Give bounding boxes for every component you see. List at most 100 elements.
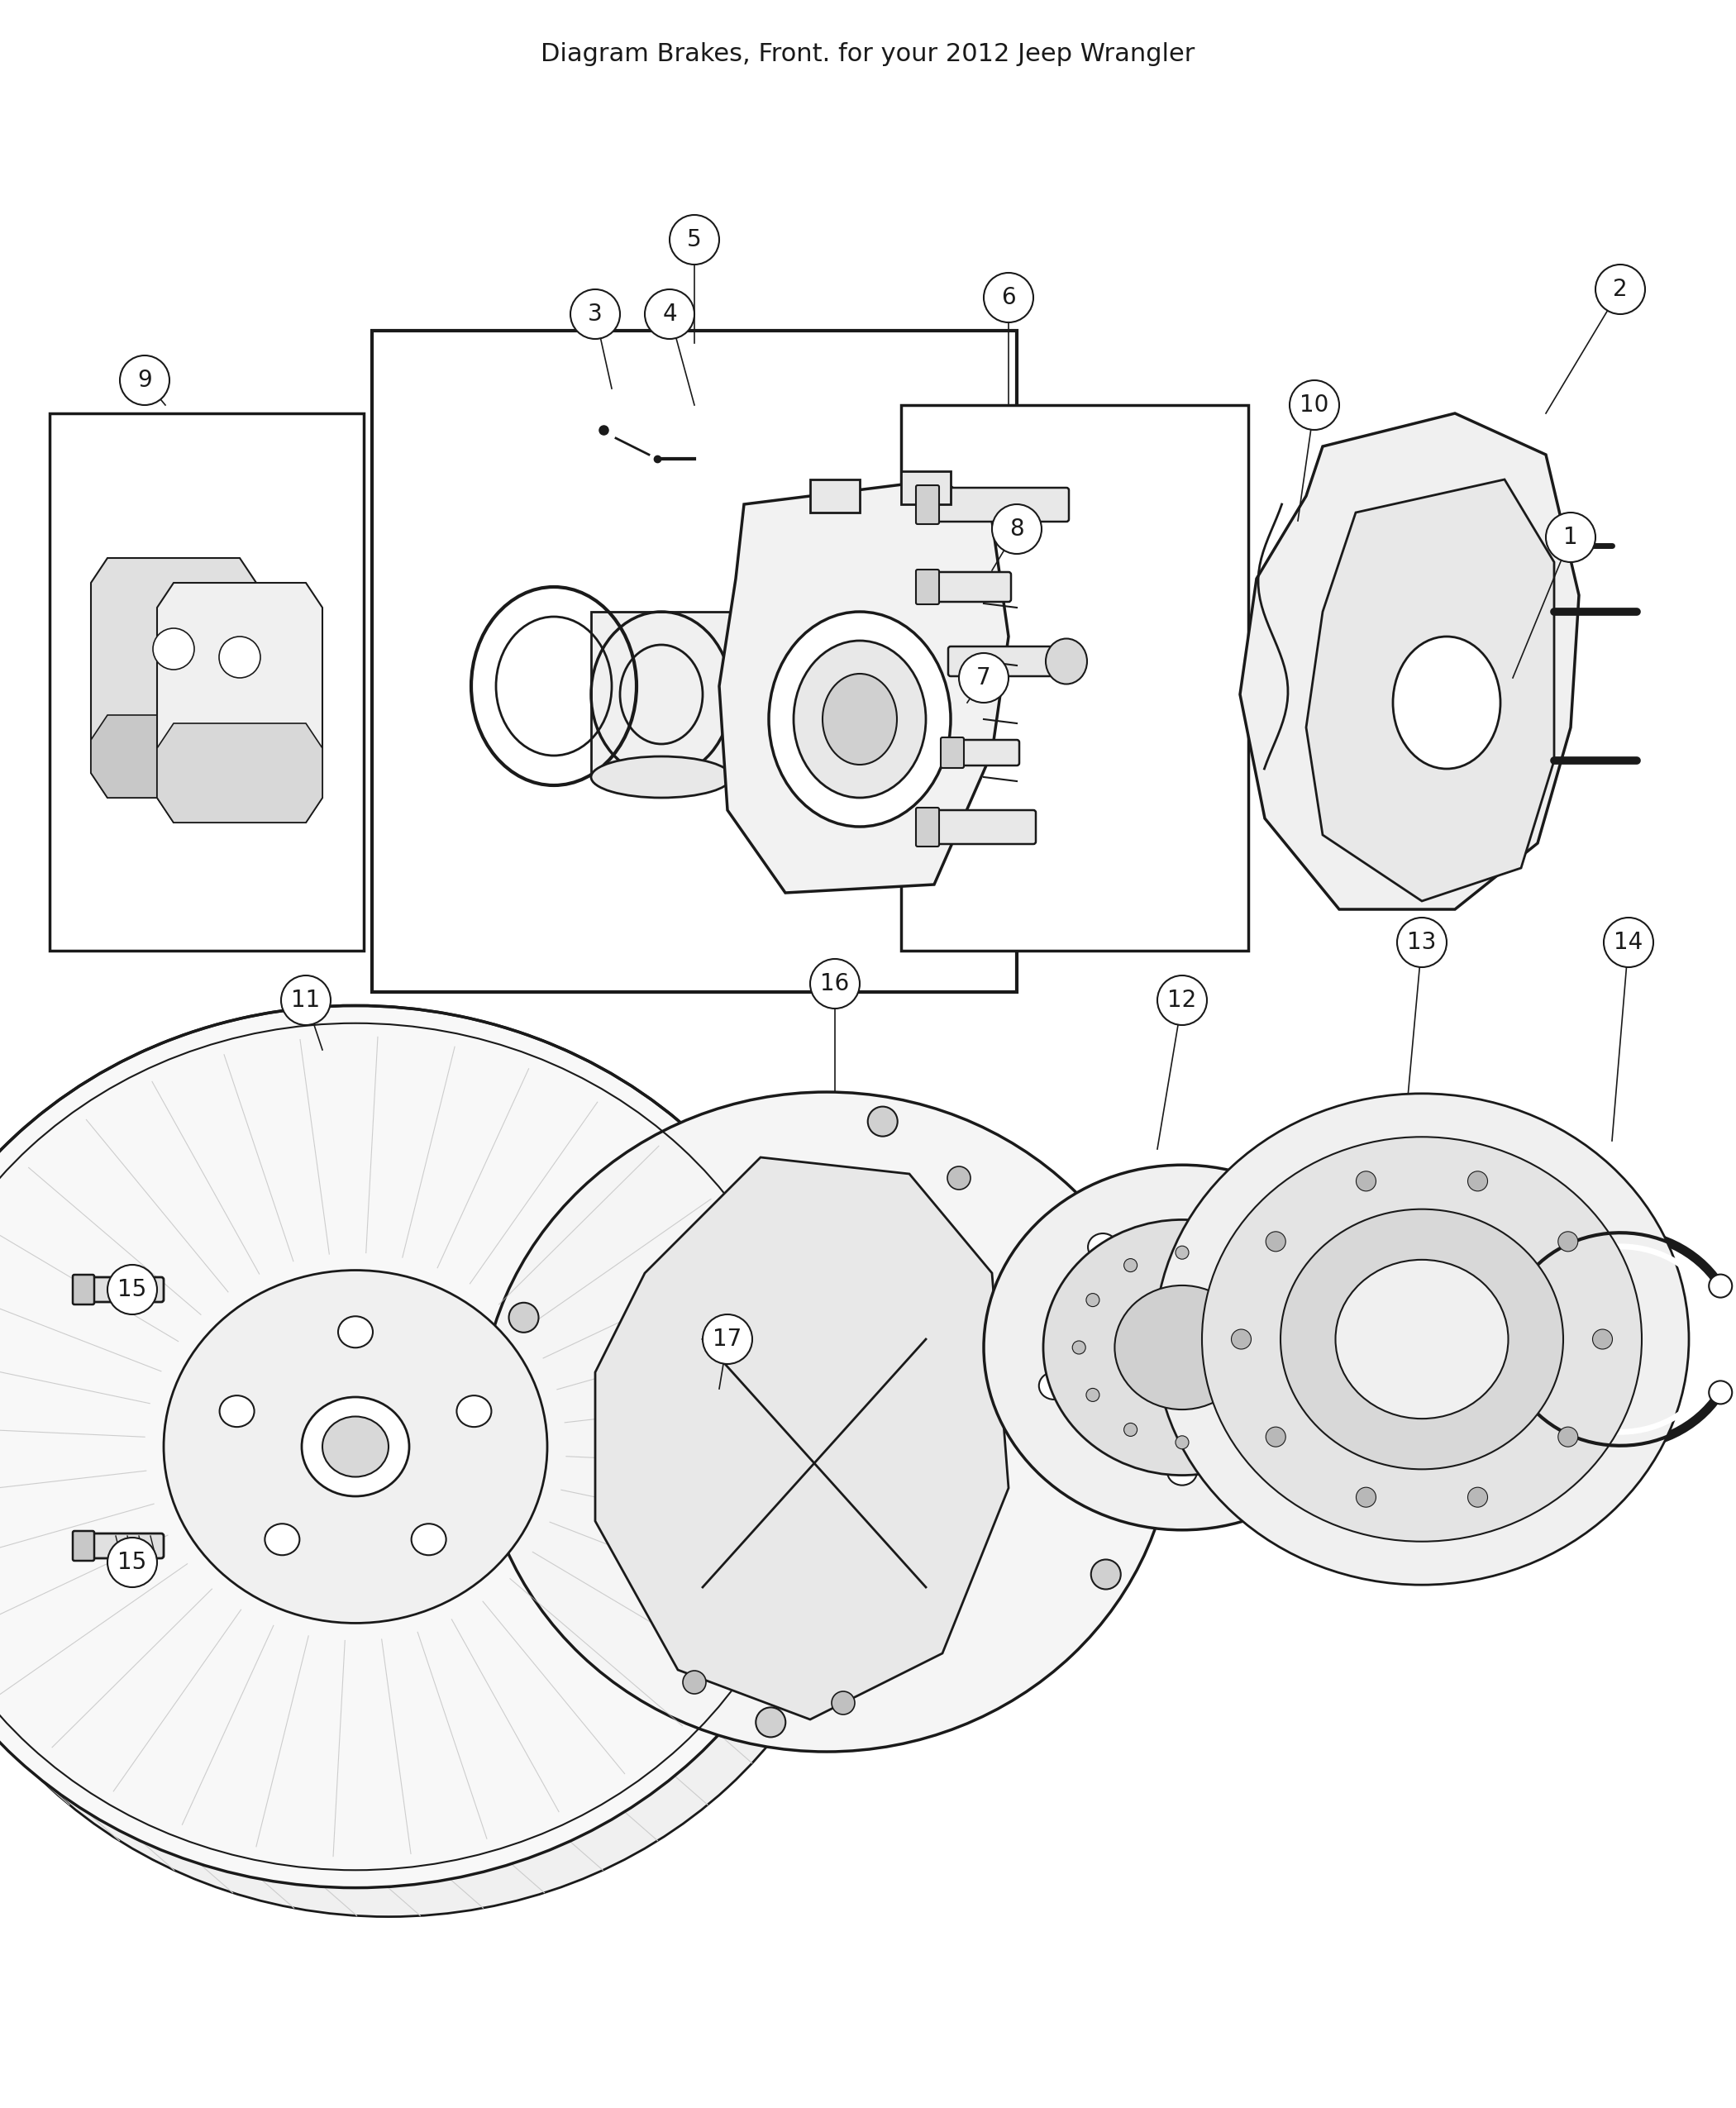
FancyBboxPatch shape	[932, 571, 1010, 601]
Ellipse shape	[1045, 639, 1087, 685]
Polygon shape	[156, 723, 323, 822]
Text: 8: 8	[1010, 516, 1024, 540]
Ellipse shape	[0, 1035, 868, 1916]
Bar	[590, 611, 731, 778]
FancyBboxPatch shape	[73, 1275, 94, 1305]
Ellipse shape	[1038, 1372, 1069, 1400]
FancyBboxPatch shape	[917, 569, 939, 605]
Text: 14: 14	[1614, 932, 1642, 955]
Circle shape	[644, 289, 694, 339]
Bar	[901, 472, 951, 504]
Circle shape	[1087, 1389, 1099, 1402]
Polygon shape	[1240, 413, 1580, 909]
Circle shape	[832, 1691, 854, 1714]
Circle shape	[509, 1303, 538, 1332]
Circle shape	[1708, 1381, 1733, 1404]
FancyBboxPatch shape	[73, 1530, 94, 1560]
Text: 2: 2	[1613, 278, 1628, 301]
Ellipse shape	[1154, 1094, 1689, 1585]
Text: 10: 10	[1300, 394, 1330, 417]
FancyBboxPatch shape	[85, 1277, 163, 1303]
Circle shape	[108, 1265, 156, 1315]
Ellipse shape	[769, 611, 951, 826]
Circle shape	[1397, 917, 1446, 968]
Circle shape	[1090, 1560, 1121, 1589]
Circle shape	[1290, 379, 1338, 430]
Text: 3: 3	[589, 304, 602, 327]
Polygon shape	[595, 1157, 1009, 1720]
Ellipse shape	[823, 675, 898, 765]
Ellipse shape	[670, 1273, 983, 1570]
Ellipse shape	[1201, 1136, 1642, 1541]
Circle shape	[868, 1107, 898, 1136]
Circle shape	[1592, 1330, 1613, 1349]
Ellipse shape	[1167, 1459, 1198, 1486]
Circle shape	[1175, 1246, 1189, 1258]
Polygon shape	[719, 479, 1009, 894]
FancyBboxPatch shape	[917, 807, 939, 847]
Ellipse shape	[984, 1166, 1380, 1530]
Polygon shape	[156, 582, 323, 822]
Circle shape	[1266, 1231, 1286, 1252]
FancyBboxPatch shape	[932, 487, 1069, 521]
Ellipse shape	[457, 1395, 491, 1427]
Ellipse shape	[163, 1271, 547, 1623]
Circle shape	[108, 1537, 156, 1587]
Bar	[372, 331, 1017, 993]
FancyBboxPatch shape	[917, 485, 939, 525]
Circle shape	[219, 637, 260, 679]
FancyBboxPatch shape	[948, 647, 1052, 677]
Circle shape	[755, 1707, 786, 1737]
Bar	[901, 405, 1248, 951]
Text: 1: 1	[1564, 525, 1578, 548]
Text: 5: 5	[687, 228, 701, 251]
Circle shape	[1279, 1341, 1292, 1353]
Ellipse shape	[219, 1395, 253, 1427]
Circle shape	[991, 504, 1042, 554]
Circle shape	[1467, 1488, 1488, 1507]
Bar	[50, 413, 365, 951]
Circle shape	[1227, 1258, 1240, 1271]
Ellipse shape	[266, 1524, 300, 1556]
Ellipse shape	[1295, 1372, 1325, 1400]
Text: 6: 6	[1002, 287, 1016, 310]
Circle shape	[1559, 1231, 1578, 1252]
FancyBboxPatch shape	[941, 738, 963, 767]
Circle shape	[1604, 917, 1653, 968]
Circle shape	[1175, 1436, 1189, 1448]
Text: 16: 16	[821, 972, 849, 995]
Text: 13: 13	[1408, 932, 1436, 955]
Circle shape	[1231, 1330, 1252, 1349]
Text: 7: 7	[976, 666, 991, 689]
Ellipse shape	[1392, 637, 1500, 769]
Ellipse shape	[0, 1006, 835, 1889]
FancyBboxPatch shape	[957, 740, 1019, 765]
Circle shape	[1158, 976, 1207, 1024]
Ellipse shape	[1115, 1286, 1250, 1410]
Ellipse shape	[590, 757, 731, 797]
Text: 9: 9	[137, 369, 153, 392]
Circle shape	[1123, 1423, 1137, 1436]
FancyBboxPatch shape	[85, 1533, 163, 1558]
Ellipse shape	[1088, 1233, 1118, 1261]
Circle shape	[1073, 1341, 1085, 1353]
Circle shape	[1356, 1172, 1377, 1191]
Polygon shape	[90, 715, 257, 797]
Ellipse shape	[1335, 1261, 1509, 1419]
Circle shape	[571, 289, 620, 339]
Circle shape	[811, 959, 859, 1008]
FancyBboxPatch shape	[932, 809, 1036, 843]
Circle shape	[1123, 1258, 1137, 1271]
Circle shape	[1559, 1427, 1578, 1446]
Ellipse shape	[793, 641, 925, 797]
Circle shape	[703, 1315, 752, 1364]
Text: 15: 15	[118, 1551, 148, 1575]
Text: 11: 11	[292, 989, 321, 1012]
Circle shape	[1227, 1423, 1240, 1436]
Circle shape	[1266, 1294, 1278, 1307]
Circle shape	[984, 272, 1033, 323]
Ellipse shape	[1043, 1221, 1321, 1476]
Ellipse shape	[302, 1398, 410, 1497]
Circle shape	[1266, 1427, 1286, 1446]
Text: 15: 15	[118, 1277, 148, 1301]
